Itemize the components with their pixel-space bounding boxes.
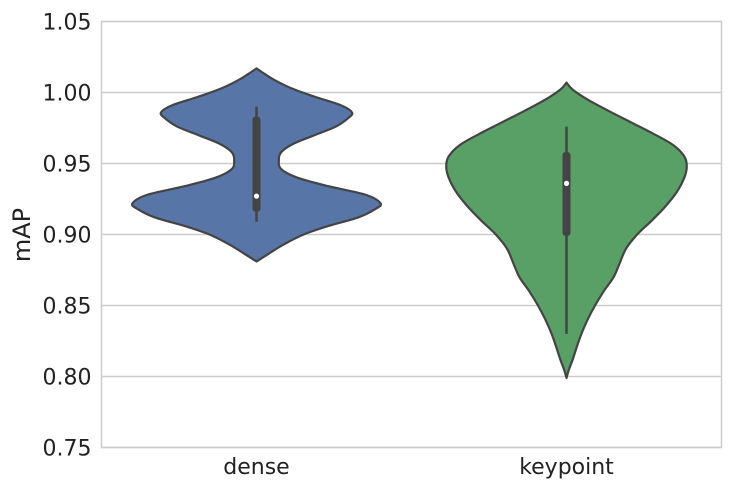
y-tick-labels: 0.75 0.80 0.85 0.90 0.95 1.00 1.05 — [43, 11, 92, 462]
y-tick-label: 1.00 — [43, 82, 92, 107]
y-tick-label: 0.95 — [43, 153, 92, 178]
x-tick-label-keypoint: keypoint — [519, 455, 614, 480]
y-tick-label: 1.05 — [43, 11, 92, 36]
violin-iqr-box-dense — [252, 116, 261, 212]
plot-frame — [100, 20, 723, 449]
y-tick-label: 0.75 — [43, 437, 92, 462]
violin-keypoint — [445, 81, 688, 380]
y-tick-label: 0.80 — [43, 366, 92, 391]
x-tick-labels: dense keypoint — [223, 455, 614, 480]
y-tick-label: 0.90 — [43, 224, 92, 249]
violin-median-dense — [253, 193, 260, 199]
y-tick-label: 0.85 — [43, 295, 92, 320]
violin-iqr-box-keypoint — [562, 152, 571, 236]
y-axis-label: mAP — [8, 208, 36, 262]
x-tick-label-dense: dense — [223, 455, 289, 480]
violins — [130, 67, 688, 380]
violin-dense — [130, 67, 383, 263]
violin-median-keypoint — [563, 180, 570, 186]
